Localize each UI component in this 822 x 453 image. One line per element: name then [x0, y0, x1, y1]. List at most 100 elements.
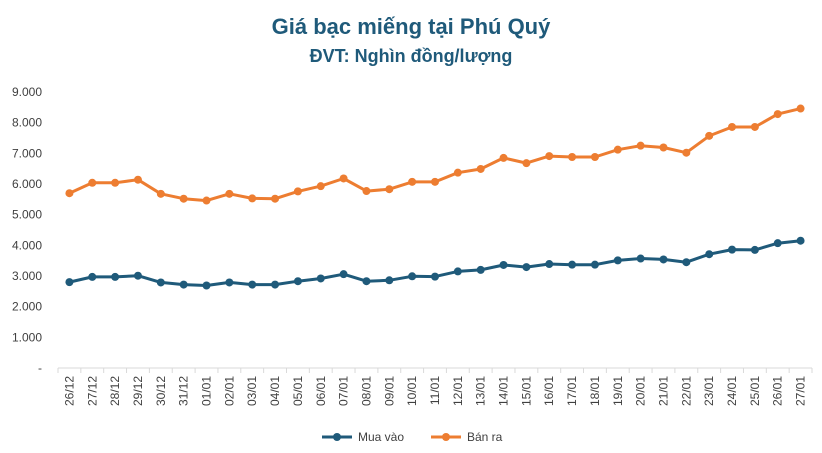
data-point: [362, 277, 371, 286]
data-point: [522, 263, 531, 272]
y-tick-label: 5.000: [12, 208, 42, 222]
data-point: [111, 178, 120, 187]
x-tick-label: 07/01: [337, 376, 351, 406]
data-point: [750, 122, 759, 131]
data-point: [796, 236, 805, 245]
data-point: [111, 272, 120, 281]
x-tick-label: 31/12: [177, 376, 191, 406]
x-tick-label: 27/01: [794, 376, 808, 406]
x-tick-label: 03/01: [245, 376, 259, 406]
legend-label: Bán ra: [467, 430, 503, 444]
data-point: [202, 196, 211, 205]
y-tick-label: 4.000: [12, 238, 42, 252]
data-point: [65, 278, 74, 287]
x-tick-label: 28/12: [108, 376, 122, 406]
data-point: [316, 274, 325, 283]
data-point: [545, 260, 554, 269]
legend-label: Mua vào: [358, 430, 404, 444]
data-point: [431, 177, 439, 186]
data-point: [248, 194, 257, 203]
x-tick-label: 04/01: [268, 376, 282, 406]
x-tick-label: 17/01: [565, 376, 579, 406]
x-tick-label: 30/12: [154, 376, 168, 406]
data-point: [179, 280, 188, 289]
x-tick-label: 27/12: [85, 376, 99, 406]
y-tick-label: 1.000: [12, 330, 42, 344]
series-line-ban-ra: [68, 107, 801, 203]
data-point: [659, 255, 668, 264]
x-tick-label: 22/01: [679, 376, 693, 406]
y-tick-label: 3.000: [12, 269, 42, 283]
y-tick-label: 9.000: [12, 85, 42, 99]
data-point: [590, 260, 599, 269]
x-tick-label: 15/01: [519, 376, 533, 406]
x-tick-label: 25/01: [748, 376, 762, 406]
x-tick-label: 05/01: [291, 376, 305, 406]
data-point: [271, 280, 280, 289]
data-point: [728, 245, 737, 254]
x-tick-label: 02/01: [222, 376, 236, 406]
data-point: [682, 148, 691, 157]
data-point: [545, 152, 554, 161]
data-point: [453, 168, 462, 177]
x-tick-label: 10/01: [405, 376, 419, 406]
y-tick-label: 2.000: [12, 300, 42, 314]
data-point: [590, 153, 599, 162]
data-point: [316, 182, 325, 191]
y-tick-label: 6.000: [12, 177, 42, 191]
data-point: [133, 271, 142, 280]
data-point: [408, 177, 417, 186]
data-point: [225, 189, 234, 198]
data-point: [453, 267, 462, 276]
data-point: [133, 175, 142, 184]
data-point: [385, 276, 394, 285]
data-point: [682, 258, 691, 267]
data-point: [88, 272, 97, 281]
x-tick-label: 08/01: [359, 376, 373, 406]
data-point: [293, 277, 302, 286]
data-point: [65, 189, 74, 198]
data-point: [613, 145, 622, 154]
x-tick-label: 11/01: [428, 376, 442, 405]
x-tick-label: 19/01: [611, 376, 625, 406]
data-point: [202, 281, 211, 290]
data-point: [728, 122, 737, 131]
data-point: [339, 174, 348, 183]
x-tick-label: 09/01: [382, 376, 396, 406]
data-point: [499, 260, 508, 269]
data-point: [568, 153, 577, 162]
data-point: [408, 272, 417, 281]
data-point: [179, 194, 188, 203]
x-tick-label: 24/01: [725, 376, 739, 406]
data-point: [613, 256, 622, 265]
data-point: [636, 254, 645, 263]
data-point: [476, 265, 485, 274]
x-tick-label: 21/01: [656, 376, 670, 406]
legend-marker: [442, 433, 450, 441]
data-point: [636, 141, 645, 150]
x-tick-label: 29/12: [131, 376, 145, 406]
data-point: [362, 187, 371, 196]
data-point: [499, 153, 508, 162]
x-tick-label: 13/01: [474, 376, 488, 406]
data-point: [522, 159, 531, 168]
data-point: [773, 110, 782, 119]
data-point: [385, 185, 394, 194]
data-point: [271, 194, 280, 203]
data-point: [773, 239, 782, 248]
chart-title: Giá bạc miếng tại Phú Quý: [271, 14, 551, 39]
y-tick-label: -: [38, 361, 42, 375]
x-tick-label: 26/01: [771, 376, 785, 406]
y-tick-label: 8.000: [12, 116, 42, 130]
x-tick-label: 12/01: [451, 376, 465, 406]
x-tick-label: 01/01: [200, 376, 214, 406]
x-tick-label: 23/01: [702, 376, 716, 406]
x-tick-label: 14/01: [497, 376, 511, 406]
data-point: [431, 272, 439, 281]
data-point: [156, 189, 165, 198]
data-point: [705, 131, 714, 140]
legend-marker: [333, 433, 341, 441]
data-point: [659, 143, 668, 152]
